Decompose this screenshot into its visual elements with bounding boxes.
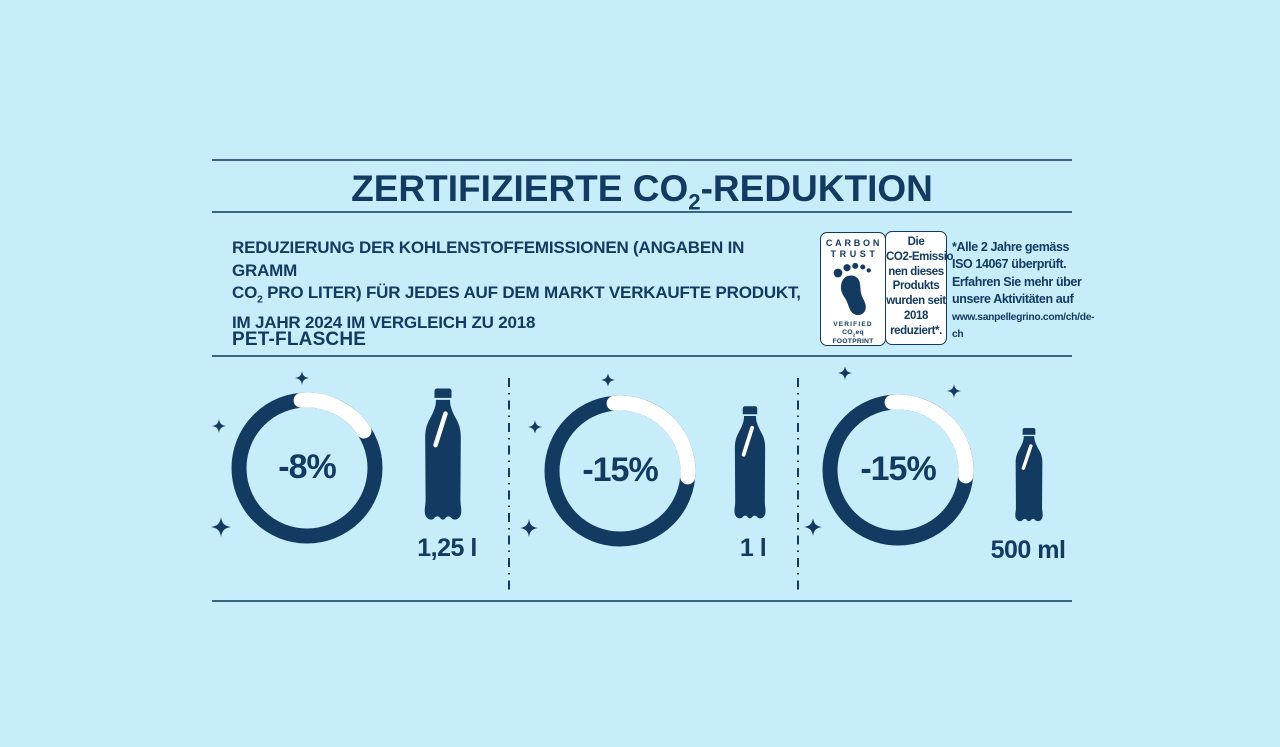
claim-line: wurden seit (886, 295, 946, 308)
intro-line-2: CO2 PRO LITER) FÜR JEDES AUF DEM MARKT V… (232, 283, 801, 306)
claim-box: Die CO2-Emissio nen dieses Produkts wurd… (885, 231, 954, 345)
bottle-size-label-2: 1 l (739, 534, 767, 562)
side-note-line: ISO 14067 überprüft. (952, 257, 1067, 272)
section-label-pet-flasche: PET-FLASCHE (232, 329, 367, 350)
intro-line-3: IM JAHR 2024 IM VERGLEICH ZU 2018 (232, 312, 536, 332)
intro-text: REDUZIERUNG DER KOHLENSTOFFEMISSIONEN (A… (232, 237, 812, 334)
gauge-percent-3: -15% (860, 450, 936, 488)
claim-line: 2018 (904, 309, 928, 322)
badge-name-line2: TRUST (830, 249, 879, 259)
badge-verified-label: VERIFIED (833, 321, 873, 328)
claim-line: Produkts (892, 280, 940, 293)
bottle-icon-125l (424, 388, 462, 520)
side-note: *Alle 2 Jahre gemäss ISO 14067 überprüft… (952, 239, 1095, 343)
claim-line: CO2-Emissio (886, 250, 954, 263)
sparkle-icon (520, 519, 538, 537)
sparkle-icon (211, 517, 231, 537)
carbon-trust-badge: CARBON TRUST VERIFIED CO2eq FOOTPRINT (820, 232, 886, 346)
gauge-percent-1: -8% (278, 448, 336, 486)
sparkle-icon (295, 371, 309, 385)
badge-name-line1: CARBON (825, 238, 883, 248)
side-note-line: unsere Aktivitäten auf (952, 292, 1074, 307)
gauge-percent-2: -15% (582, 451, 658, 489)
rule-under-section-label (212, 355, 1072, 357)
page-title: ZERTIFIZIERTE CO2-REDUKTION (351, 168, 933, 215)
rule-top (212, 159, 1072, 161)
sparkle-icon (212, 419, 226, 433)
sparkle-icon (804, 518, 822, 536)
gauge-ring-3 (822, 394, 974, 546)
footprint-icon (833, 262, 871, 316)
divider-dashed-2 (797, 378, 799, 590)
rule-under-title (212, 211, 1072, 213)
claim-line: reduziert*. (890, 324, 942, 337)
claim-line: Die (907, 236, 925, 248)
rule-bottom (212, 600, 1072, 602)
claim-line: nen dieses (888, 265, 944, 278)
side-note-line: *Alle 2 Jahre gemäss (952, 240, 1070, 254)
bottle-icon-500ml (1015, 428, 1043, 522)
sparkle-icon (528, 420, 542, 434)
gauge-ring-1 (231, 392, 383, 544)
sanpellegrino-link[interactable]: www.sanpellegrino.com/ch/de-ch (952, 311, 1095, 341)
divider-dashed-1 (508, 378, 510, 590)
bottle-size-label-3: 500 ml (990, 536, 1066, 564)
intro-line-1: REDUZIERUNG DER KOHLENSTOFFEMISSIONEN (A… (232, 238, 745, 280)
badge-footprint-label: CO2eq FOOTPRINT (832, 329, 874, 346)
side-note-line: Erfahren Sie mehr über (952, 274, 1082, 289)
bottle-size-label-1: 1,25 l (417, 534, 477, 562)
sparkle-icon (601, 373, 615, 387)
sparkle-icon (947, 384, 961, 398)
sparkle-icon (838, 366, 852, 380)
gauge-ring-2 (544, 395, 696, 547)
bottle-icon-1l (734, 406, 766, 519)
